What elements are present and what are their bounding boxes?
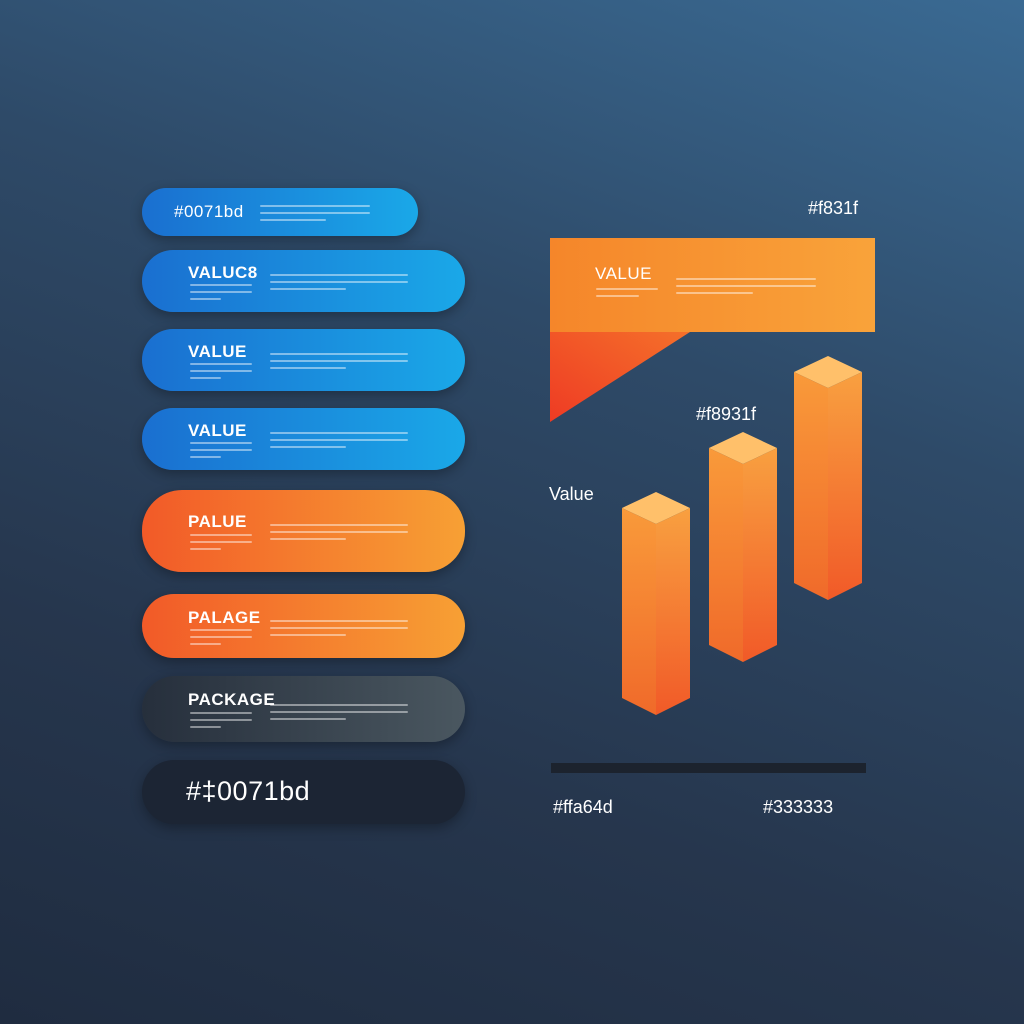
bar-3 (794, 356, 862, 600)
pill-title: PACKAGE (188, 690, 276, 709)
pill-text-lines (270, 353, 408, 374)
pill-title: #0071bd (174, 202, 244, 221)
callout-color-label: #f831f (808, 198, 859, 218)
pill-5: PALAGE (142, 594, 465, 658)
bar-color-label: #f8931f (696, 404, 757, 424)
pill-title: #‡0071bd (186, 776, 311, 806)
pill-text-lines (190, 712, 252, 733)
pill-title: PALAGE (188, 608, 261, 627)
pill-3: VALUE (142, 408, 465, 470)
pill-title: VALUC8 (188, 263, 258, 282)
callout-text-lines (596, 288, 658, 302)
callout-card (550, 238, 875, 422)
pill-6: PACKAGE (142, 676, 465, 742)
left-color-label: #ffa64d (553, 797, 613, 817)
right-color-label: #333333 (763, 797, 834, 817)
pill-title: VALUE (188, 342, 247, 361)
pill-text-lines (270, 524, 408, 545)
pill-2: VALUE (142, 329, 465, 391)
pill-text-lines (190, 363, 252, 384)
pill-text-lines (270, 274, 408, 295)
callout-title: VALUE (595, 264, 652, 283)
value-label: Value (549, 484, 594, 504)
bar-2 (709, 432, 777, 662)
pill-text-lines (270, 432, 408, 453)
baseline (551, 763, 866, 773)
pill-text-lines (270, 704, 408, 725)
bars (622, 356, 862, 715)
pill-1: VALUC8 (142, 250, 465, 312)
pill-title: VALUE (188, 421, 247, 440)
pill-text-lines (190, 442, 252, 463)
pill-0: #0071bd (142, 188, 418, 236)
pill-7: #‡0071bd (142, 760, 465, 824)
pill-4: PALUE (142, 490, 465, 572)
pill-text-lines (270, 620, 408, 641)
pill-title: PALUE (188, 512, 247, 531)
pill-text-lines (190, 534, 252, 555)
pill-text-lines (190, 629, 252, 650)
callout-text-lines (676, 278, 816, 299)
bar-1 (622, 492, 690, 715)
pill-text-lines (190, 284, 252, 305)
pill-text-lines (260, 205, 370, 226)
